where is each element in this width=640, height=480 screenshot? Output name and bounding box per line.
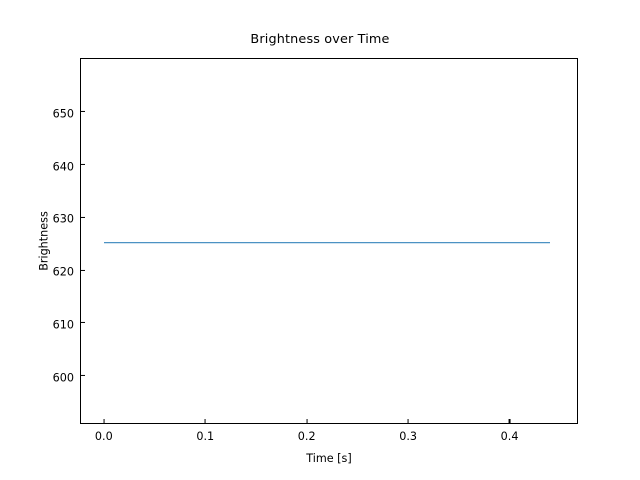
x-tick: 0.1 bbox=[196, 419, 215, 444]
chart-title: Brightness over Time bbox=[250, 32, 390, 47]
y-tick-mark bbox=[81, 216, 85, 218]
y-tick: 630 bbox=[52, 208, 85, 227]
x-tick-mark bbox=[204, 419, 206, 423]
y-tick: 610 bbox=[52, 313, 85, 332]
x-tick: 0.0 bbox=[94, 419, 113, 444]
y-tick-mark bbox=[81, 374, 85, 377]
y-tick-label: 610 bbox=[52, 318, 74, 332]
x-tick: 0.3 bbox=[399, 419, 418, 444]
y-tick-label: 600 bbox=[52, 371, 74, 385]
x-axis-label: Time [s] bbox=[306, 452, 352, 465]
series-segment bbox=[282, 241, 327, 244]
x-tick: 0.4 bbox=[500, 419, 519, 444]
y-tick: 620 bbox=[52, 261, 85, 280]
x-tick-mark bbox=[508, 419, 511, 423]
x-tick-label: 0.3 bbox=[399, 430, 418, 443]
x-tick-label: 0.2 bbox=[297, 430, 316, 443]
plot-area: 600 610 620 630 640 650 0.0 0.1 0.2 0.3 0.4 bbox=[53, 58, 578, 443]
x-tick-label: 0.4 bbox=[500, 430, 519, 443]
y-tick-mark bbox=[81, 163, 85, 166]
y-tick: 600 bbox=[52, 366, 85, 385]
y-tick-mark bbox=[81, 269, 85, 271]
series-segment bbox=[103, 241, 149, 244]
y-tick-mark bbox=[81, 111, 85, 113]
x-tick-label: 0.0 bbox=[94, 430, 113, 443]
series-segment bbox=[371, 241, 417, 244]
x-tick-label: 0.1 bbox=[196, 430, 215, 443]
data-layer bbox=[81, 59, 577, 423]
x-tick-mark bbox=[407, 419, 409, 423]
y-tick-mark bbox=[81, 322, 85, 324]
y-tick-label: 640 bbox=[52, 160, 74, 173]
series-segment bbox=[505, 241, 551, 244]
series-segment bbox=[460, 241, 506, 244]
x-tick-mark bbox=[103, 419, 105, 423]
series-segment bbox=[416, 241, 461, 244]
series-segment bbox=[326, 241, 372, 244]
x-tick: 0.2 bbox=[297, 419, 316, 444]
x-tick-mark bbox=[306, 419, 308, 423]
series-segment bbox=[237, 241, 283, 244]
series-segment bbox=[193, 241, 238, 244]
y-tick-label: 630 bbox=[52, 212, 74, 226]
y-tick-label: 620 bbox=[52, 265, 74, 279]
y-tick: 650 bbox=[52, 102, 85, 121]
y-tick: 640 bbox=[52, 155, 85, 174]
series-segment bbox=[148, 241, 194, 244]
y-tick-label: 650 bbox=[52, 107, 74, 121]
y-axis-label: Brightness bbox=[37, 211, 51, 271]
